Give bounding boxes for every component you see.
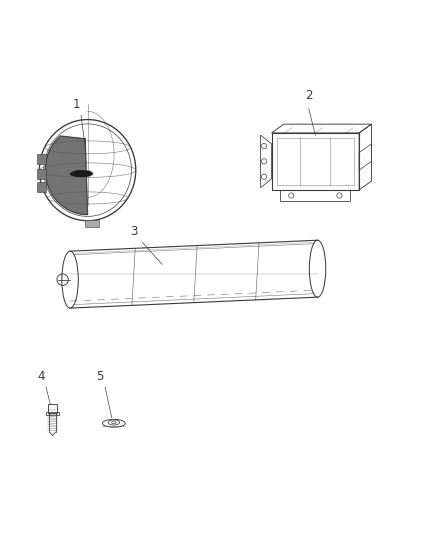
Bar: [37, 169, 46, 179]
Polygon shape: [45, 136, 88, 215]
Text: 5: 5: [96, 369, 103, 383]
Text: 2: 2: [305, 89, 313, 102]
Bar: [37, 182, 46, 192]
Ellipse shape: [69, 169, 93, 177]
Text: 3: 3: [130, 225, 137, 238]
Text: 1: 1: [73, 98, 81, 111]
Text: 4: 4: [38, 369, 46, 383]
Bar: [37, 154, 46, 164]
Bar: [46, 412, 59, 415]
Bar: [48, 403, 57, 413]
Bar: [85, 220, 99, 227]
